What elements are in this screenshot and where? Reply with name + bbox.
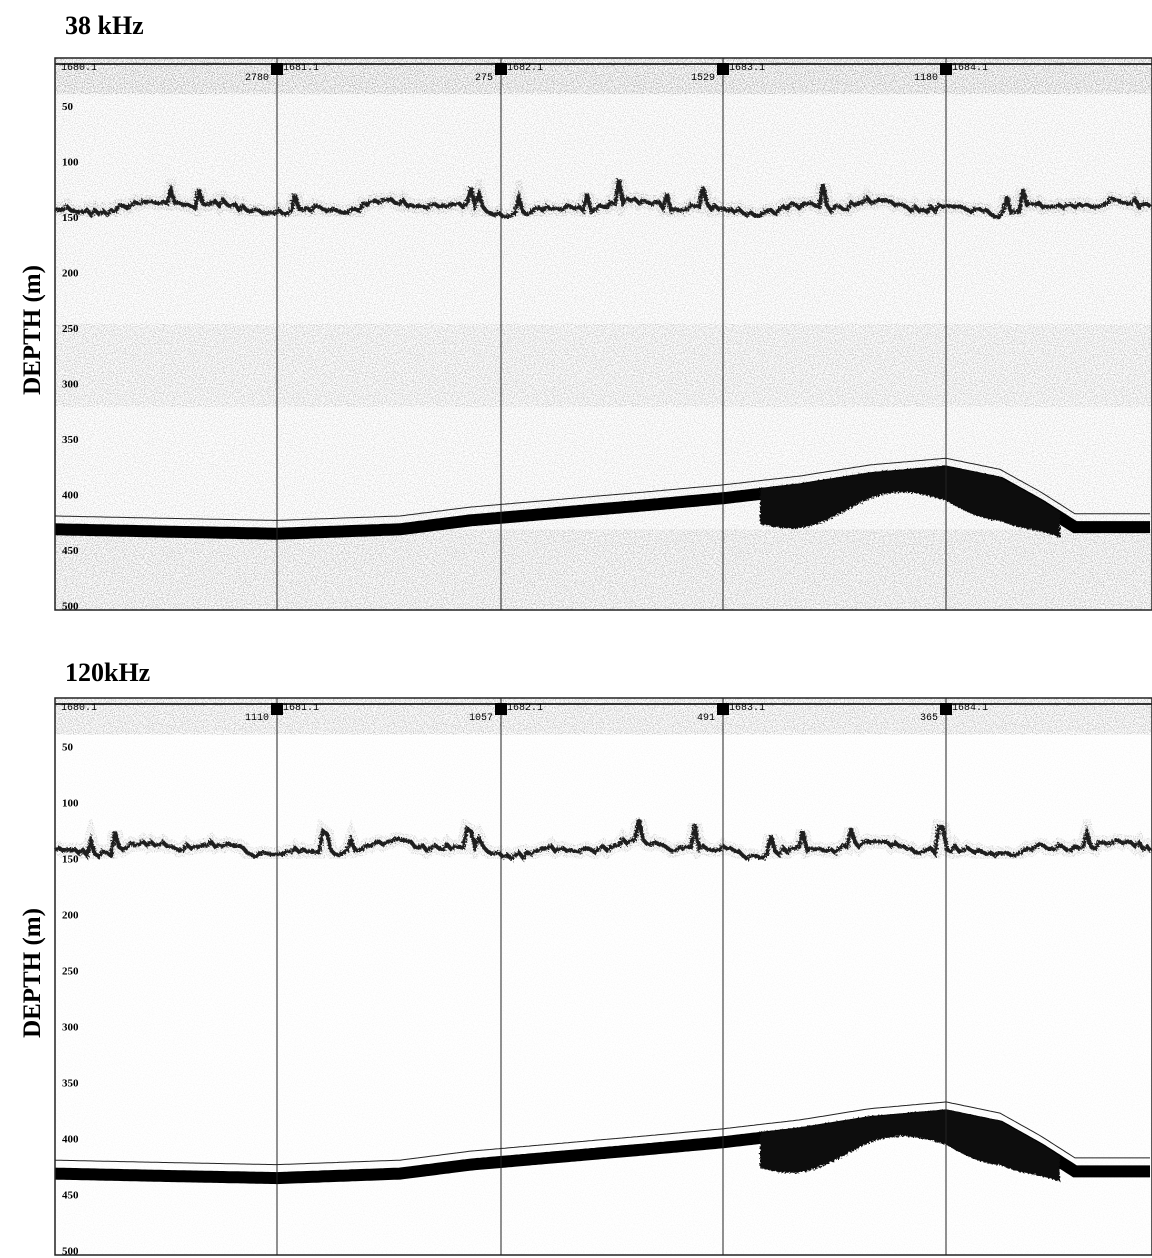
y-axis-label: DEPTH (m) bbox=[19, 908, 46, 1038]
y-tick-label: 450 bbox=[62, 1190, 79, 1202]
y-tick-label: 350 bbox=[62, 434, 79, 446]
interval-count: 2780 bbox=[245, 73, 269, 84]
interval-count: 365 bbox=[920, 713, 938, 724]
y-tick-label: 200 bbox=[62, 910, 79, 922]
y-tick-label: 400 bbox=[62, 490, 79, 502]
interval-marker bbox=[940, 63, 952, 75]
y-tick-label: 300 bbox=[62, 379, 79, 391]
y-tick-label: 150 bbox=[62, 212, 79, 224]
interval-marker bbox=[271, 63, 283, 75]
y-axis-label: DEPTH (m) bbox=[19, 265, 46, 395]
interval-label: 1683.1 bbox=[729, 63, 765, 74]
interval-count: 1180 bbox=[914, 73, 938, 84]
bottom-line bbox=[55, 457, 1150, 521]
interval-marker bbox=[495, 63, 507, 75]
interval-marker bbox=[271, 703, 283, 715]
noise-background bbox=[55, 698, 1152, 1255]
sub-bottom bbox=[55, 529, 1152, 610]
interval-count: 1529 bbox=[691, 73, 715, 84]
y-tick-label: 50 bbox=[62, 101, 74, 113]
interval-label: 1681.1 bbox=[283, 63, 319, 74]
y-tick-label: 100 bbox=[62, 798, 79, 810]
interval-marker bbox=[717, 703, 729, 715]
frame bbox=[54, 697, 1152, 1256]
interval-count: 1057 bbox=[469, 713, 493, 724]
interval-marker bbox=[717, 63, 729, 75]
interval-label: 1680.1 bbox=[61, 63, 97, 74]
y-tick-label: 250 bbox=[62, 966, 79, 978]
interval-label: 1682.1 bbox=[507, 703, 543, 714]
y-tick-label: 150 bbox=[62, 854, 79, 866]
y-tick-label: 300 bbox=[62, 1022, 79, 1034]
y-tick-label: 500 bbox=[62, 1246, 79, 1258]
frame bbox=[54, 57, 1152, 611]
interval-count: 1110 bbox=[245, 713, 269, 724]
y-tick-label: 400 bbox=[62, 1134, 79, 1146]
interval-marker bbox=[940, 703, 952, 715]
scattering-halo bbox=[54, 167, 1152, 230]
diffuse-layer bbox=[55, 323, 1152, 408]
y-tick-label: 500 bbox=[62, 601, 79, 613]
interval-label: 1684.1 bbox=[952, 63, 988, 74]
echogram-panel: 38 kHz DEPTH (m) 1680.1 1681.1 1682.1 1683.1 1… bbox=[19, 11, 1152, 613]
interval-count: 491 bbox=[697, 713, 715, 724]
interval-label: 1684.1 bbox=[952, 703, 988, 714]
interval-label: 1680.1 bbox=[61, 703, 97, 714]
panel-title: 38 kHz bbox=[65, 11, 144, 40]
interval-label: 1682.1 bbox=[507, 63, 543, 74]
interval-label: 1683.1 bbox=[729, 703, 765, 714]
y-tick-label: 100 bbox=[62, 157, 79, 169]
interval-label: 1681.1 bbox=[283, 703, 319, 714]
scattering-halo bbox=[52, 806, 1152, 872]
fish-aggregation bbox=[760, 466, 1060, 538]
fish-aggregation bbox=[760, 1109, 1060, 1182]
bottom-line bbox=[55, 1101, 1150, 1166]
interval-marker bbox=[495, 703, 507, 715]
echogram-panel: 120kHz DEPTH (m) 1680.1 1681.1 1682.1 1683.1 1… bbox=[19, 658, 1152, 1258]
panel-title: 120kHz bbox=[65, 658, 150, 687]
y-tick-label: 250 bbox=[62, 323, 79, 335]
y-tick-label: 350 bbox=[62, 1078, 79, 1090]
y-tick-label: 50 bbox=[62, 742, 74, 754]
y-tick-label: 450 bbox=[62, 545, 79, 557]
interval-count: 275 bbox=[475, 73, 493, 84]
y-tick-label: 200 bbox=[62, 268, 79, 280]
